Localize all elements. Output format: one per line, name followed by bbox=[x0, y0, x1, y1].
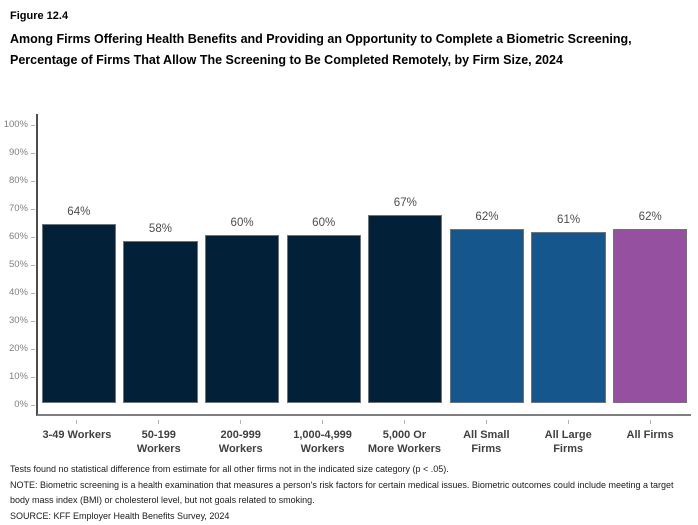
x-tick-mark bbox=[240, 420, 242, 424]
x-category: 1,000-4,999 Workers bbox=[282, 420, 364, 456]
x-tick-mark bbox=[567, 420, 569, 424]
y-tick-label: 20% bbox=[8, 343, 28, 354]
y-tick-label: 30% bbox=[8, 315, 28, 326]
x-category: 5,000 Or More Workers bbox=[364, 420, 446, 456]
bar-value-label: 60% bbox=[312, 217, 336, 229]
bar-column: 61% bbox=[528, 114, 610, 414]
bar-column: 60% bbox=[201, 114, 283, 414]
x-tick-label: All Large Firms bbox=[544, 429, 592, 455]
y-tick-mark bbox=[31, 321, 35, 322]
chart-header: Figure 12.4 Among Firms Offering Health … bbox=[10, 10, 678, 71]
bar-value-label: 58% bbox=[148, 222, 172, 235]
y-tick-label: 60% bbox=[8, 231, 28, 242]
y-tick-mark bbox=[31, 377, 35, 378]
x-tick-label: All Small Firms bbox=[463, 429, 510, 455]
x-tick-label: 3-49 Workers bbox=[42, 429, 112, 441]
bar-value-label: 61% bbox=[557, 214, 581, 227]
y-tick-mark bbox=[31, 237, 35, 238]
bar-column: 67% bbox=[365, 114, 447, 414]
x-category: All Firms bbox=[609, 420, 691, 456]
y-tick-mark bbox=[31, 153, 35, 154]
footnote-note: NOTE: Biometric screening is a health ex… bbox=[10, 479, 674, 506]
x-category: 200-999 Workers bbox=[200, 420, 282, 456]
y-tick-label: 80% bbox=[8, 175, 28, 186]
y-tick-mark bbox=[31, 265, 35, 266]
y-tick-label: 10% bbox=[8, 371, 28, 382]
y-tick-label: 40% bbox=[8, 287, 28, 298]
y-tick-mark bbox=[31, 209, 35, 210]
bar-column: 62% bbox=[446, 114, 528, 414]
bar bbox=[204, 235, 280, 403]
bar-value-label: 62% bbox=[638, 211, 662, 224]
x-category: 3-49 Workers bbox=[36, 420, 118, 456]
x-axis: 3-49 Workers 50-199 Workers 200-999 Worker… bbox=[36, 420, 691, 456]
y-tick-label: 100% bbox=[3, 119, 28, 130]
y-tick-mark bbox=[31, 181, 35, 182]
bar-value-label: 64% bbox=[67, 205, 91, 218]
bar bbox=[531, 232, 606, 403]
y-tick-mark bbox=[31, 293, 35, 294]
bar-column: 60% bbox=[283, 114, 365, 414]
bar bbox=[449, 229, 525, 403]
x-tick-label: 50-199 Workers bbox=[136, 429, 181, 455]
bar-value-label: 60% bbox=[230, 217, 254, 229]
footnote-source: SOURCE: KFF Employer Health Benefits Sur… bbox=[10, 510, 230, 521]
y-tick-mark bbox=[31, 405, 35, 406]
bar bbox=[286, 235, 361, 403]
bar bbox=[123, 240, 198, 403]
y-tick-label: 50% bbox=[8, 259, 28, 270]
footnotes: Tests found no statistical difference fr… bbox=[10, 462, 692, 524]
bar-column: 58% bbox=[120, 114, 202, 414]
bar bbox=[368, 215, 443, 403]
x-tick-label: 1,000-4,999 Workers bbox=[293, 429, 352, 455]
bar-value-label: 67% bbox=[393, 197, 417, 210]
figure-title: Among Firms Offering Health Benefits and… bbox=[10, 32, 632, 67]
y-axis: 0% 10% 20% 30% 40% 50% 60% 70% 80% 90% 100% bbox=[0, 114, 36, 416]
bar-chart: 0% 10% 20% 30% 40% 50% 60% 70% 80% 90% 100% 64% 58%… bbox=[0, 106, 698, 460]
footnote-stats: Tests found no statistical difference fr… bbox=[10, 464, 449, 474]
x-tick-label: 200-999 Workers bbox=[218, 429, 263, 455]
x-tick-mark bbox=[649, 420, 651, 424]
x-tick-label: 5,000 Or More Workers bbox=[367, 429, 442, 455]
x-tick-mark bbox=[158, 420, 160, 424]
x-category: All Small Firms bbox=[445, 420, 527, 456]
y-tick-label: 90% bbox=[8, 147, 28, 158]
y-tick-label: 0% bbox=[14, 399, 28, 410]
figure-label: Figure 12.4 bbox=[10, 10, 69, 22]
bar bbox=[41, 223, 116, 403]
x-category: All Large Firms bbox=[527, 420, 609, 456]
x-tick-mark bbox=[76, 420, 78, 424]
bar-column: 62% bbox=[609, 114, 691, 414]
bar-value-label: 62% bbox=[475, 211, 499, 224]
plot-panel: 64% 58% 60% 60% 67% 62% 61% 62% bbox=[36, 114, 691, 416]
y-tick-label: 70% bbox=[8, 203, 28, 214]
x-tick-mark bbox=[322, 420, 324, 424]
x-category: 50-199 Workers bbox=[118, 420, 200, 456]
y-tick-mark bbox=[31, 349, 35, 350]
bar bbox=[613, 229, 688, 403]
x-tick-mark bbox=[403, 420, 405, 424]
x-tick-label: All Firms bbox=[626, 429, 674, 441]
y-tick-mark bbox=[31, 125, 35, 126]
bar-column: 64% bbox=[38, 114, 120, 414]
x-tick-mark bbox=[485, 420, 487, 424]
